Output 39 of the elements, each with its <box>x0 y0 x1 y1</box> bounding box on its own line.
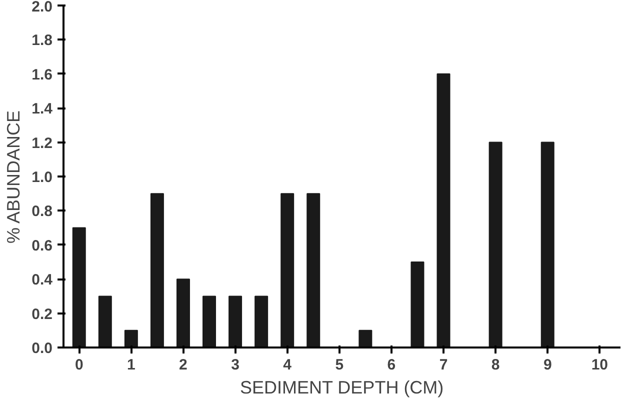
bar <box>72 227 86 348</box>
y-tick-label: 2.0 <box>32 0 53 16</box>
x-tick-label: 6 <box>387 356 396 374</box>
y-tick-label: 0.8 <box>32 203 53 220</box>
bar <box>488 142 502 348</box>
x-tick-label: 1 <box>127 356 136 374</box>
bar <box>410 262 424 348</box>
x-axis-title: SEDIMENT DEPTH (CM) <box>240 378 444 398</box>
y-tick-label: 1.6 <box>32 66 53 84</box>
y-tick-label: 1.4 <box>32 100 54 118</box>
bar <box>280 193 294 348</box>
bar <box>98 296 112 348</box>
bar <box>436 73 450 348</box>
y-tick-label: 0.4 <box>32 272 54 289</box>
bar <box>202 296 216 348</box>
y-tick-label: 1.2 <box>32 134 53 152</box>
bar <box>150 193 164 348</box>
x-tick-label: 9 <box>543 356 552 374</box>
bar <box>254 296 268 348</box>
bar <box>358 330 372 348</box>
bar <box>306 193 320 348</box>
y-axis-title: % ABUNDANCE <box>4 110 24 244</box>
bar <box>540 142 554 348</box>
x-tick-label: 3 <box>231 356 240 374</box>
y-tick-label: 1.8 <box>32 32 53 50</box>
bar <box>124 330 138 348</box>
x-tick-label: 8 <box>491 356 500 374</box>
y-tick-label: 0.0 <box>32 340 53 357</box>
y-tick-label: 0.6 <box>32 237 53 254</box>
bar <box>228 296 242 348</box>
x-tick-label: 0 <box>74 356 84 374</box>
x-tick-label: 5 <box>335 356 344 374</box>
bar <box>176 278 190 348</box>
x-tick-label: 2 <box>179 356 188 374</box>
x-tick-label: 4 <box>283 356 292 374</box>
x-tick-label: 7 <box>439 356 448 374</box>
y-tick-label: 0.2 <box>32 306 53 323</box>
x-tick-label: 10 <box>591 356 608 374</box>
y-tick-label: 1.0 <box>32 169 53 186</box>
